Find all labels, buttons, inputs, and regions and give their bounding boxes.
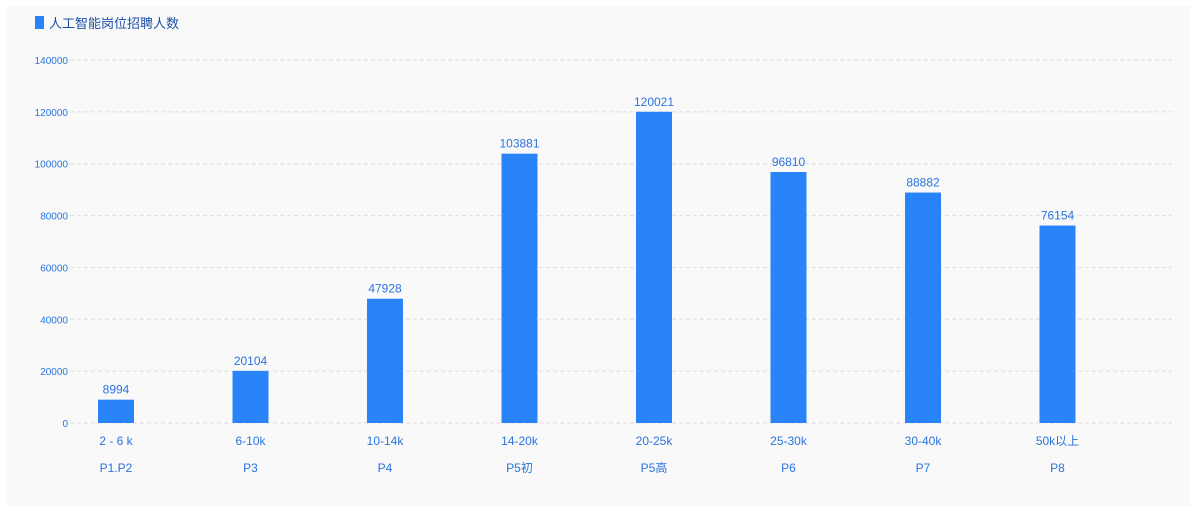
x-tick-label: 20-25k [636, 434, 674, 448]
bar [98, 399, 134, 423]
y-tick-label: 60000 [40, 263, 68, 274]
y-tick-label: 100000 [35, 160, 69, 171]
bar [232, 370, 269, 423]
y-tick-label: 20000 [40, 367, 68, 378]
data-label: 20104 [234, 354, 268, 368]
data-label: 103881 [499, 137, 539, 151]
x-sublabel: P5初 [506, 461, 533, 475]
data-label: 8994 [103, 383, 130, 397]
x-tick-label: 6-10k [235, 434, 266, 448]
x-sublabel: P5高 [641, 460, 668, 475]
x-tick-label: 14-20k [501, 434, 539, 448]
x-sublabel: P1.P2 [100, 461, 133, 475]
x-tick-label: 10-14k [367, 434, 405, 448]
chart-title: 人工智能岗位招聘人数 [35, 13, 179, 32]
x-tick-label: 50k以上 [1036, 434, 1079, 448]
x-sublabel: P4 [378, 461, 393, 475]
y-tick-label: 0 [62, 419, 68, 430]
x-tick-label: 30-40k [905, 434, 943, 448]
x-tick-label: 2 - 6 k [99, 434, 133, 448]
bar [501, 153, 538, 423]
title-marker-icon [35, 16, 44, 29]
chart-title-text: 人工智能岗位招聘人数 [49, 17, 180, 32]
bar [367, 298, 403, 423]
data-label: 47928 [368, 282, 402, 296]
x-sublabel: P7 [916, 461, 931, 475]
bar [770, 171, 807, 423]
y-tick-label: 140000 [35, 56, 69, 67]
data-label: 88882 [906, 176, 940, 190]
y-tick-label: 120000 [35, 108, 69, 119]
bar [1039, 225, 1076, 423]
data-label: 96810 [772, 155, 806, 169]
x-tick-label: 25-30k [770, 434, 808, 448]
data-label: 76154 [1041, 209, 1075, 223]
y-tick-label: 80000 [40, 212, 68, 223]
x-sublabel: P3 [243, 461, 258, 475]
y-tick-label: 40000 [40, 315, 68, 326]
data-label: 120021 [634, 95, 674, 109]
x-sublabel: P6 [781, 461, 796, 475]
bar [905, 192, 941, 423]
bar [636, 111, 672, 423]
x-sublabel: P8 [1050, 461, 1065, 475]
